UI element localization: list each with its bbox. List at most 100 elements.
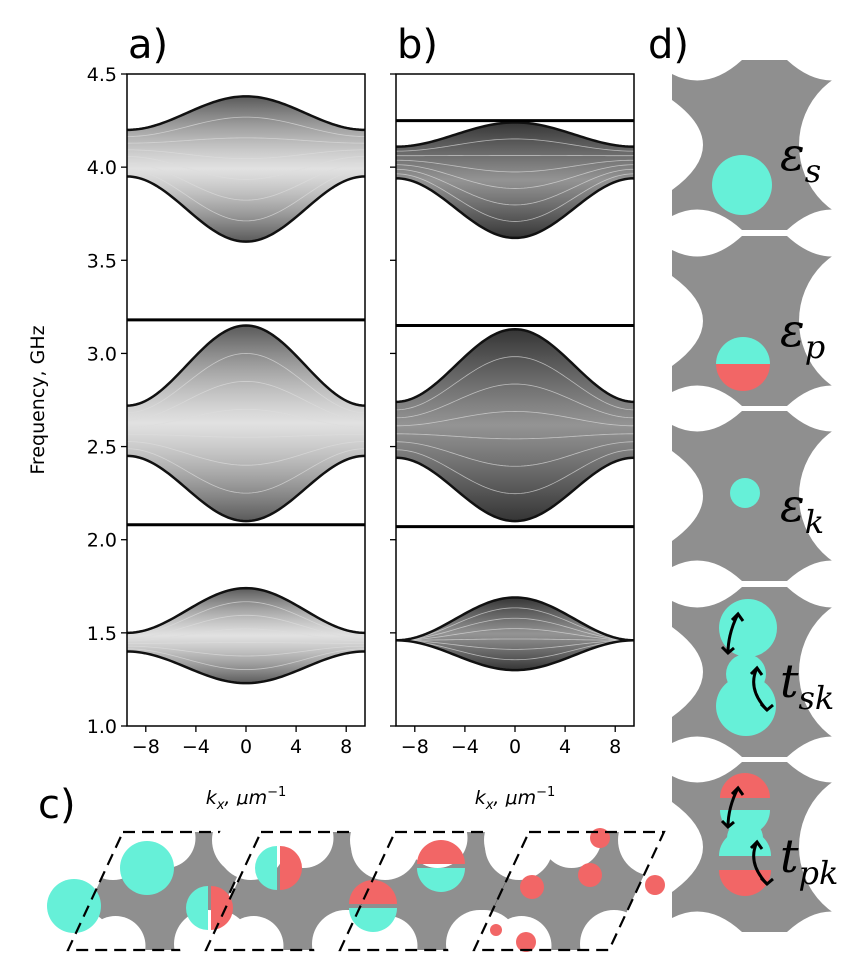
y-tick-label: 1.5 — [87, 623, 117, 645]
band-inner-line — [127, 169, 365, 222]
panel-label-a: a) — [128, 22, 168, 68]
band-inner-line — [396, 639, 634, 661]
plot-a: −8 −4 0 4 8 1.0 1.5 2.0 2.5 3.0 3.5 4.0 4.5 — [87, 64, 366, 758]
band-inner-line — [396, 449, 634, 495]
band-inner-line — [127, 380, 365, 421]
band-lower-edge — [396, 456, 634, 523]
band-inner-line — [127, 648, 365, 670]
cell-notch — [799, 417, 866, 575]
x-tick-label: 0 — [509, 736, 521, 758]
arrow-head — [749, 665, 764, 676]
orbital-lobe — [47, 879, 101, 933]
orbital-half-lobe — [417, 840, 465, 864]
x-tick-label: −4 — [182, 736, 210, 758]
orbital-half-lobe — [255, 846, 277, 890]
band-fill-0 — [127, 588, 365, 684]
band-inner-line — [396, 433, 634, 440]
arrow-head — [759, 702, 774, 713]
band-upper-edge — [396, 327, 634, 404]
orbital-lobe — [490, 924, 502, 936]
panel-label-b: b) — [397, 22, 438, 68]
band-inner-line — [396, 356, 634, 411]
x-tick-label: −8 — [132, 736, 160, 758]
y-tick-label: 3.0 — [87, 343, 117, 365]
lattice-outline — [338, 830, 532, 952]
lattice-hole — [618, 804, 690, 876]
unit-cell-4: tpk — [672, 762, 866, 932]
arrow-head — [720, 645, 735, 656]
cell-label: εk — [780, 478, 824, 541]
band-upper-edge — [127, 95, 365, 132]
band-upper-edge — [127, 324, 365, 407]
cell-label: εp — [780, 303, 825, 366]
plot-b: −8 −4 0 4 8 — [390, 73, 635, 758]
y-tick-label: 4.0 — [87, 157, 117, 179]
orbital-half-lobe — [727, 820, 763, 838]
cell-notch — [799, 593, 866, 751]
band-upper-edge — [127, 586, 365, 635]
band-upper-edge — [396, 596, 634, 642]
band-inner-line — [396, 138, 634, 152]
orbital-lobe — [645, 875, 665, 895]
band-inner-line — [127, 448, 365, 494]
orbital-half-lobe — [716, 364, 770, 391]
band-fill-2 — [127, 96, 365, 242]
lattice-cell-3 — [448, 804, 690, 971]
band-inner-line — [127, 645, 365, 657]
band-fill-1 — [127, 325, 365, 522]
orbital-half-lobe — [211, 886, 233, 930]
orbital-lobe — [520, 875, 544, 899]
x-tick-label: −8 — [401, 736, 429, 758]
unit-cell-2: εk — [672, 411, 866, 581]
cell-notch — [799, 242, 866, 400]
band-inner-line — [396, 628, 634, 641]
band-inner-line — [127, 614, 365, 639]
x-tick-label: 0 — [240, 736, 252, 758]
band-inner-line — [127, 601, 365, 636]
y-tick-label: 1.0 — [87, 716, 117, 738]
band-upper-edge — [396, 121, 634, 148]
x-tick-label: 8 — [609, 736, 621, 758]
band-inner-line — [396, 638, 634, 641]
y-axis-label: Frequency, GHz — [27, 325, 49, 474]
orbital-lobe — [730, 478, 760, 508]
band-inner-line — [396, 159, 634, 173]
band-inner-line — [396, 383, 634, 419]
orbital-lobe — [719, 599, 777, 657]
band-inner-line — [396, 607, 634, 641]
lattice-outline — [66, 830, 260, 952]
orbital-lobe — [578, 863, 602, 887]
band-inner-line — [127, 116, 365, 137]
panel-label-d: d) — [648, 22, 689, 68]
cell-label: εs — [780, 127, 821, 190]
lattice-hole — [485, 812, 553, 880]
band-inner-line — [127, 642, 365, 644]
x-tick-label: −4 — [451, 736, 479, 758]
lattice-hole — [85, 916, 146, 971]
band-inner-line — [396, 639, 634, 650]
orbital-half-lobe — [186, 886, 208, 930]
panel-d: εs εp εk tsk tpk — [672, 60, 866, 932]
band-inner-line — [127, 149, 365, 160]
x-tick-label: 8 — [340, 736, 352, 758]
x-tick-label: 4 — [290, 736, 302, 758]
orbital-half-lobe — [349, 880, 397, 904]
band-inner-line — [396, 441, 634, 467]
band-inner-line — [127, 162, 365, 201]
band-inner-line — [396, 173, 634, 222]
band-inner-line — [396, 617, 634, 641]
orbital-half-lobe — [719, 870, 771, 896]
cell-shape — [672, 411, 857, 581]
unit-cell-0: εs — [672, 60, 866, 230]
orbital-half-lobe — [417, 868, 465, 892]
cell-label: tsk — [780, 654, 834, 717]
band-inner-line — [396, 168, 634, 206]
orbital-half-lobe — [716, 337, 770, 364]
orbital-lobe — [516, 932, 536, 952]
lattice-hole — [351, 812, 419, 880]
band-inner-line — [396, 411, 634, 427]
band-inner-line — [127, 353, 365, 414]
band-fill-1 — [396, 329, 634, 522]
band-lower-edge — [127, 175, 365, 243]
